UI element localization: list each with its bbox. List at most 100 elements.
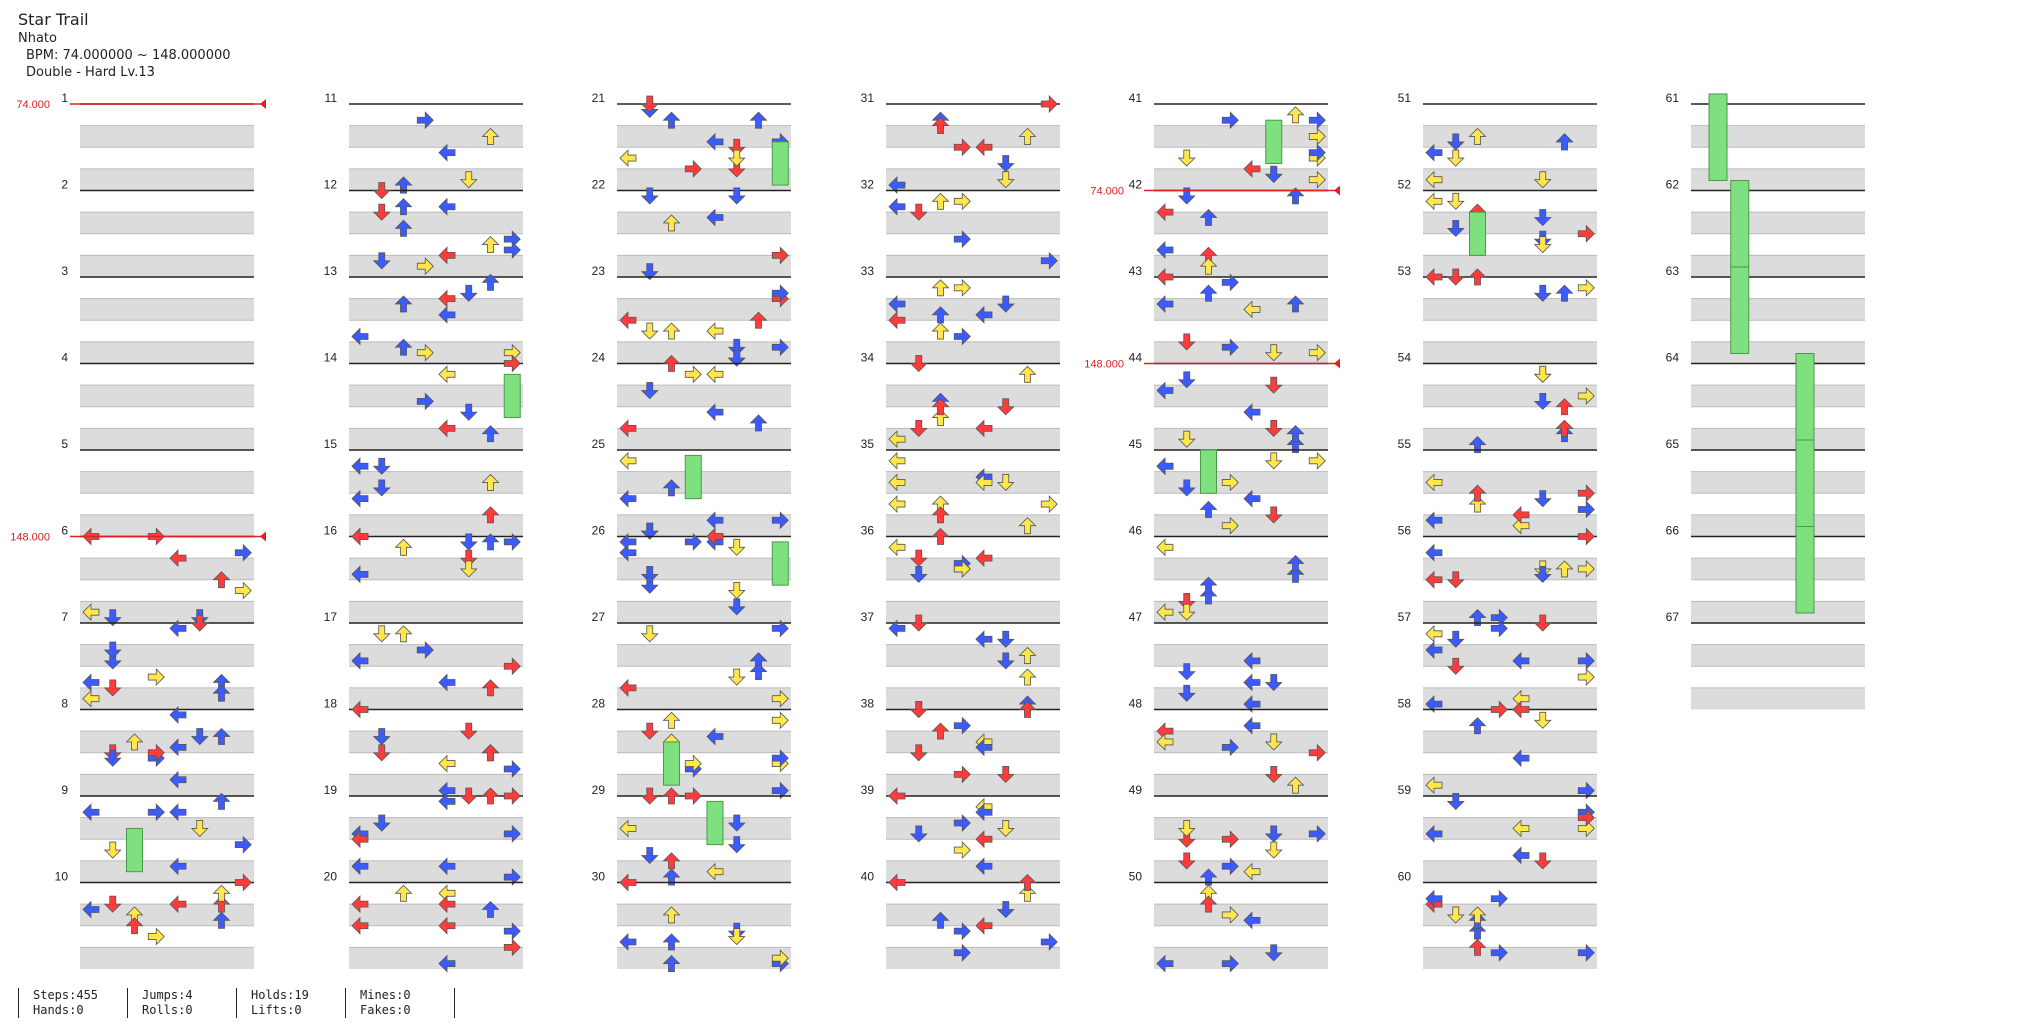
beat-band: [1423, 731, 1597, 753]
measure-number: 41: [1129, 91, 1143, 105]
down-arrow-icon: [996, 652, 1015, 670]
beat-band: [1691, 687, 1865, 710]
down-arrow-icon: [727, 582, 746, 600]
down-arrow-icon: [459, 403, 478, 421]
beat-band: [617, 687, 791, 710]
down-arrow-icon: [909, 549, 928, 567]
right-arrow-icon: [1577, 386, 1595, 405]
left-arrow-icon: [1156, 295, 1174, 313]
left-arrow-icon: [438, 754, 456, 773]
up-arrow-icon: [1018, 127, 1037, 145]
left-arrow-icon: [706, 511, 724, 530]
measure-3: 3: [61, 264, 254, 364]
up-arrow-icon: [1199, 587, 1218, 605]
left-arrow-icon: [1425, 641, 1443, 659]
up-arrow-icon: [1018, 646, 1037, 664]
beat-band: [1423, 774, 1597, 796]
down-arrow-icon: [996, 630, 1015, 648]
left-arrow-icon: [619, 873, 637, 892]
up-arrow-icon: [1468, 609, 1487, 626]
left-arrow-icon: [1156, 732, 1174, 751]
right-arrow-icon: [503, 922, 521, 941]
stat-group-holds: Holds:19 Lifts:0: [236, 988, 345, 1018]
beat-band: [1154, 212, 1328, 234]
up-arrow-icon: [212, 727, 231, 745]
beat-band: [349, 168, 523, 191]
left-arrow-icon: [619, 149, 637, 168]
down-arrow-icon: [1177, 430, 1196, 448]
up-arrow-icon: [1018, 668, 1037, 686]
measure-number: 26: [592, 524, 606, 538]
beat-band: [349, 644, 523, 667]
up-arrow-icon: [1018, 517, 1037, 535]
up-arrow-icon: [931, 722, 950, 740]
beat-band: [349, 904, 523, 926]
up-arrow-icon: [394, 625, 413, 643]
left-arrow-icon: [975, 803, 993, 822]
up-arrow-icon: [1468, 268, 1487, 286]
beat-band: [617, 428, 791, 450]
measure-number: 16: [324, 524, 338, 538]
measure-2: 2: [61, 178, 254, 277]
beat-band: [80, 904, 254, 926]
beat-band: [886, 731, 1060, 753]
beat-band: [349, 125, 523, 148]
down-arrow-icon: [640, 187, 659, 205]
measure-number: 30: [592, 870, 606, 884]
up-arrow-icon: [394, 338, 413, 356]
down-arrow-icon: [1533, 392, 1552, 410]
up-arrow-icon: [931, 279, 950, 297]
right-arrow-icon: [953, 138, 971, 157]
left-arrow-icon: [438, 673, 456, 692]
right-arrow-icon: [1221, 954, 1239, 973]
right-arrow-icon: [503, 760, 521, 778]
down-arrow-icon: [727, 338, 746, 356]
beat-band: [1691, 255, 1865, 277]
left-arrow-icon: [169, 770, 187, 789]
down-arrow-icon: [1533, 565, 1552, 583]
right-arrow-icon: [953, 192, 971, 211]
right-arrow-icon: [953, 559, 971, 578]
beat-band: [80, 947, 254, 969]
up-arrow-icon: [1555, 284, 1574, 302]
down-arrow-icon: [1264, 165, 1283, 183]
right-arrow-icon: [771, 619, 789, 638]
up-arrow-icon: [1468, 127, 1487, 145]
beat-band: [80, 255, 254, 277]
measure-47: 47: [1129, 610, 1328, 714]
right-arrow-icon: [503, 241, 521, 259]
measure-13: 13: [324, 264, 523, 364]
up-arrow-icon: [931, 408, 950, 426]
left-arrow-icon: [888, 495, 906, 514]
left-arrow-icon: [1425, 824, 1443, 843]
beat-band: [617, 255, 791, 277]
left-arrow-icon: [975, 138, 993, 157]
measure-65: 65: [1666, 437, 1865, 537]
measure-26: 26: [592, 524, 791, 623]
right-arrow-icon: [1490, 943, 1508, 962]
left-arrow-icon: [975, 473, 993, 492]
down-arrow-icon: [909, 419, 928, 437]
down-arrow-icon: [640, 95, 659, 113]
right-arrow-icon: [953, 765, 971, 784]
right-arrow-icon: [1308, 111, 1326, 130]
down-arrow-icon: [1533, 171, 1552, 189]
left-arrow-icon: [975, 549, 993, 568]
beat-band: [617, 817, 791, 840]
measure-38: 38: [861, 697, 1060, 796]
left-arrow-icon: [619, 819, 637, 838]
beat-band: [349, 558, 523, 580]
right-arrow-icon: [234, 873, 252, 892]
bpm-marker-icon: [260, 531, 266, 542]
down-arrow-icon: [1533, 284, 1552, 302]
left-arrow-icon: [975, 830, 993, 849]
beat-band: [1691, 558, 1865, 580]
bpm-marker-icon: [1334, 185, 1340, 196]
measure-27: 27: [592, 610, 791, 710]
left-arrow-icon: [619, 311, 637, 330]
beat-band: [617, 212, 791, 234]
beat-band: [80, 428, 254, 450]
beat-band: [1423, 341, 1597, 364]
up-arrow-icon: [1286, 565, 1305, 583]
beat-band: [1154, 255, 1328, 277]
